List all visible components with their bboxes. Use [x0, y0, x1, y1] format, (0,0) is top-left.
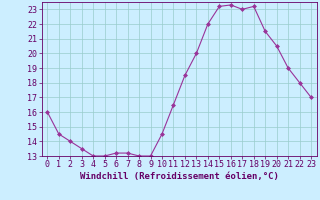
- X-axis label: Windchill (Refroidissement éolien,°C): Windchill (Refroidissement éolien,°C): [80, 172, 279, 181]
